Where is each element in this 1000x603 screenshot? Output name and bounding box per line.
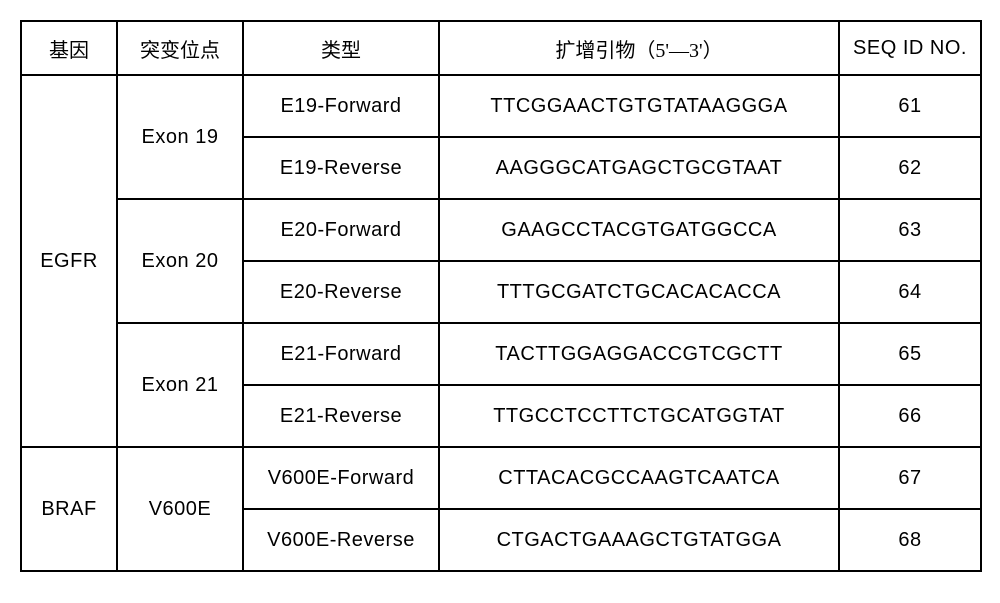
cell-type: E21-Forward bbox=[243, 323, 439, 385]
table-row: EGFR Exon 19 E19-Forward TTCGGAACTGTGTAT… bbox=[21, 75, 981, 137]
cell-primer: TTGCCTCCTTCTGCATGGTAT bbox=[439, 385, 839, 447]
cell-seq: 62 bbox=[839, 137, 981, 199]
cell-primer: TACTTGGAGGACCGTCGCTT bbox=[439, 323, 839, 385]
cell-site: Exon 19 bbox=[117, 75, 243, 199]
cell-gene: BRAF bbox=[21, 447, 117, 571]
cell-primer: CTTACACGCCAAGTCAATCA bbox=[439, 447, 839, 509]
cell-type: E21-Reverse bbox=[243, 385, 439, 447]
header-row: 基因 突变位点 类型 扩增引物（5'—3'） SEQ ID NO. bbox=[21, 21, 981, 75]
table-row: Exon 21 E21-Forward TACTTGGAGGACCGTCGCTT… bbox=[21, 323, 981, 385]
cell-primer: AAGGGCATGAGCTGCGTAAT bbox=[439, 137, 839, 199]
cell-type: E19-Reverse bbox=[243, 137, 439, 199]
cell-seq: 68 bbox=[839, 509, 981, 571]
cell-seq: 63 bbox=[839, 199, 981, 261]
table-row: Exon 20 E20-Forward GAAGCCTACGTGATGGCCA … bbox=[21, 199, 981, 261]
header-type: 类型 bbox=[243, 21, 439, 75]
cell-type: V600E-Forward bbox=[243, 447, 439, 509]
primer-table: 基因 突变位点 类型 扩增引物（5'—3'） SEQ ID NO. EGFR E… bbox=[20, 20, 982, 572]
cell-type: E19-Forward bbox=[243, 75, 439, 137]
header-seq: SEQ ID NO. bbox=[839, 21, 981, 75]
header-gene: 基因 bbox=[21, 21, 117, 75]
cell-seq: 65 bbox=[839, 323, 981, 385]
cell-primer: TTCGGAACTGTGTATAAGGGA bbox=[439, 75, 839, 137]
cell-type: V600E-Reverse bbox=[243, 509, 439, 571]
cell-type: E20-Forward bbox=[243, 199, 439, 261]
cell-primer: TTTGCGATCTGCACACACCA bbox=[439, 261, 839, 323]
cell-site: V600E bbox=[117, 447, 243, 571]
cell-primer: CTGACTGAAAGCTGTATGGA bbox=[439, 509, 839, 571]
cell-primer: GAAGCCTACGTGATGGCCA bbox=[439, 199, 839, 261]
cell-seq: 67 bbox=[839, 447, 981, 509]
cell-site: Exon 21 bbox=[117, 323, 243, 447]
cell-seq: 66 bbox=[839, 385, 981, 447]
header-site: 突变位点 bbox=[117, 21, 243, 75]
primer-table-container: 基因 突变位点 类型 扩增引物（5'—3'） SEQ ID NO. EGFR E… bbox=[20, 20, 980, 572]
cell-type: E20-Reverse bbox=[243, 261, 439, 323]
cell-gene: EGFR bbox=[21, 75, 117, 447]
cell-seq: 61 bbox=[839, 75, 981, 137]
cell-site: Exon 20 bbox=[117, 199, 243, 323]
cell-seq: 64 bbox=[839, 261, 981, 323]
table-row: BRAF V600E V600E-Forward CTTACACGCCAAGTC… bbox=[21, 447, 981, 509]
header-primer: 扩增引物（5'—3'） bbox=[439, 21, 839, 75]
